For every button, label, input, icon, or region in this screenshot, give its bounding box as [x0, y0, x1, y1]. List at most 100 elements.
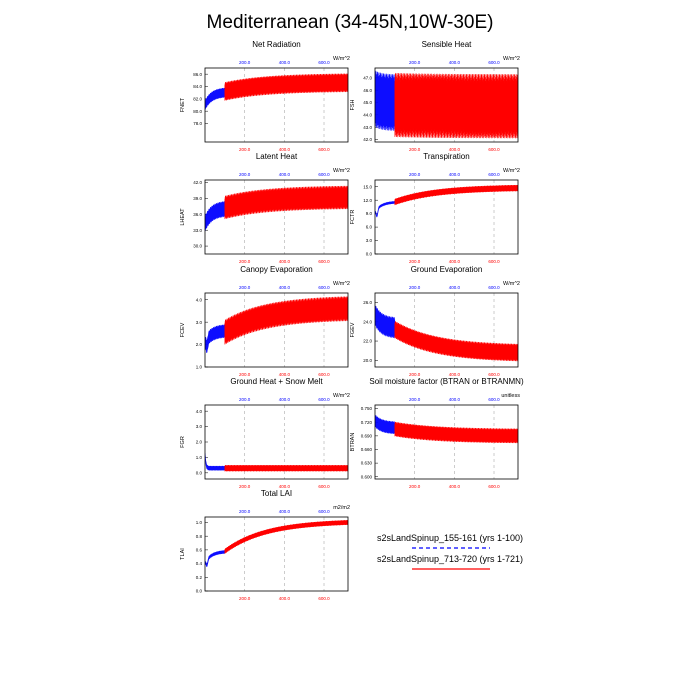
top-tick-label: 400.0 [449, 397, 461, 402]
y-tick-label: 0.600 [361, 474, 373, 479]
bottom-tick-label: 600.0 [318, 147, 330, 152]
units-label: W/m^2 [333, 393, 350, 399]
bottom-tick-label: 600.0 [488, 372, 500, 377]
bottom-tick-label: 600.0 [488, 147, 500, 152]
top-tick-label: 600.0 [318, 397, 330, 402]
bottom-tick-label: 200.0 [239, 372, 251, 377]
bottom-tick-label: 600.0 [318, 259, 330, 264]
units-label: W/m^2 [503, 56, 520, 62]
units-label: W/m^2 [333, 168, 350, 174]
y-axis-label: FGR [180, 436, 186, 448]
panel-fsh: Sensible Heat W/m^2 FSH 200.0 200.0 400.0 400.… [350, 40, 520, 152]
panel-title: Ground Heat + Snow Melt [230, 377, 323, 386]
y-tick-label: 44.0 [363, 112, 372, 117]
y-tick-label: 0.750 [361, 406, 373, 411]
bottom-tick-label: 200.0 [409, 484, 421, 489]
bottom-tick-label: 400.0 [449, 372, 461, 377]
y-tick-label: 86.0 [193, 72, 202, 77]
top-tick-label: 200.0 [239, 60, 251, 65]
series-line-run2 [224, 73, 348, 101]
bottom-tick-label: 400.0 [279, 596, 291, 601]
bottom-tick-label: 200.0 [239, 147, 251, 152]
units-label: W/m^2 [503, 281, 520, 287]
plot-frame [374, 67, 519, 143]
plot-frame [374, 179, 519, 255]
y-tick-label: 15.0 [363, 184, 372, 189]
plot-frame [204, 179, 349, 255]
y-tick-label: 0.720 [361, 420, 373, 425]
series-line-run2 [394, 321, 518, 362]
y-tick-label: 4.0 [196, 409, 203, 414]
bottom-tick-label: 200.0 [409, 147, 421, 152]
bottom-tick-label: 400.0 [279, 259, 291, 264]
y-tick-label: 78.0 [193, 121, 202, 126]
top-tick-label: 600.0 [318, 285, 330, 290]
bottom-tick-label: 600.0 [318, 372, 330, 377]
bottom-tick-label: 400.0 [279, 147, 291, 152]
plot-frame [204, 404, 349, 480]
y-axis-label: FNET [180, 97, 186, 112]
y-tick-label: 4.0 [196, 297, 203, 302]
panel-title: Canopy Evaporation [240, 265, 313, 274]
top-tick-label: 200.0 [409, 60, 421, 65]
series-line-run1 [205, 201, 226, 232]
y-tick-label: 0.6 [196, 547, 203, 552]
units-label: W/m^2 [333, 281, 350, 287]
bottom-tick-label: 600.0 [488, 484, 500, 489]
y-tick-label: 42.0 [363, 137, 372, 142]
y-tick-label: 12.0 [363, 198, 372, 203]
series-line-run2 [224, 296, 348, 345]
panel-btran: Soil moisture factor (BTRAN or BTRANMN) u… [350, 377, 524, 489]
plot-frame [204, 67, 349, 143]
bottom-tick-label: 600.0 [488, 259, 500, 264]
y-tick-label: 0.0 [366, 252, 373, 257]
y-axis-label: FCTR [350, 210, 356, 225]
bottom-tick-label: 200.0 [239, 596, 251, 601]
y-tick-label: 3.0 [196, 320, 203, 325]
series-line-run1 [205, 87, 226, 110]
y-tick-label: 82.0 [193, 96, 202, 101]
y-tick-label: 3.0 [196, 424, 203, 429]
top-tick-label: 200.0 [239, 397, 251, 402]
plot-frame [374, 404, 519, 480]
y-tick-label: 24.0 [363, 319, 372, 324]
y-tick-label: 0.4 [196, 561, 203, 566]
y-tick-label: 1.0 [196, 520, 203, 525]
panel-lheat: Latent Heat W/m^2 LHEAT 200.0 200.0 400.0 400.… [180, 152, 350, 264]
y-axis-label: FSH [350, 99, 356, 110]
series-line-run2 [394, 184, 518, 206]
legend-label-run1: s2sLandSpinup_155-161 (yrs 1-100) [377, 533, 523, 543]
top-tick-label: 200.0 [409, 172, 421, 177]
bottom-tick-label: 600.0 [318, 596, 330, 601]
series-line-run1 [205, 324, 226, 353]
units-label: W/m^2 [333, 56, 350, 62]
top-tick-label: 600.0 [488, 397, 500, 402]
bottom-tick-label: 200.0 [409, 259, 421, 264]
y-tick-label: 9.0 [366, 211, 373, 216]
units-label: unitless [501, 393, 520, 399]
units-label: W/m^2 [503, 168, 520, 174]
y-tick-label: 0.660 [361, 447, 373, 452]
series-line-run2 [224, 185, 348, 220]
top-tick-label: 400.0 [279, 509, 291, 514]
top-tick-label: 400.0 [449, 172, 461, 177]
bottom-tick-label: 400.0 [449, 147, 461, 152]
top-tick-label: 600.0 [318, 172, 330, 177]
panel-fgr: Ground Heat + Snow Melt W/m^2 FGR 200.0 200.… [180, 377, 350, 489]
top-tick-label: 600.0 [488, 60, 500, 65]
panel-fcev: Canopy Evaporation W/m^2 FCEV 200.0 200.0 400… [180, 265, 350, 377]
panel-title: Net Radiation [252, 40, 300, 49]
panel-title: Latent Heat [256, 152, 298, 161]
y-tick-label: 3.0 [366, 238, 373, 243]
y-axis-label: LHEAT [180, 208, 186, 226]
plot-frame [374, 292, 519, 368]
panel-tlai: Total LAI m2/m2 TLAI 200.0 200.0 400.0 400.0 60… [180, 489, 350, 601]
top-tick-label: 200.0 [239, 509, 251, 514]
top-tick-label: 400.0 [449, 60, 461, 65]
units-label: m2/m2 [333, 505, 350, 511]
series-line-run2 [224, 465, 348, 472]
top-tick-label: 400.0 [279, 397, 291, 402]
y-tick-label: 2.0 [196, 440, 203, 445]
panel-fgev: Ground Evaporation W/m^2 FGEV 200.0 200.0 400… [350, 265, 520, 377]
